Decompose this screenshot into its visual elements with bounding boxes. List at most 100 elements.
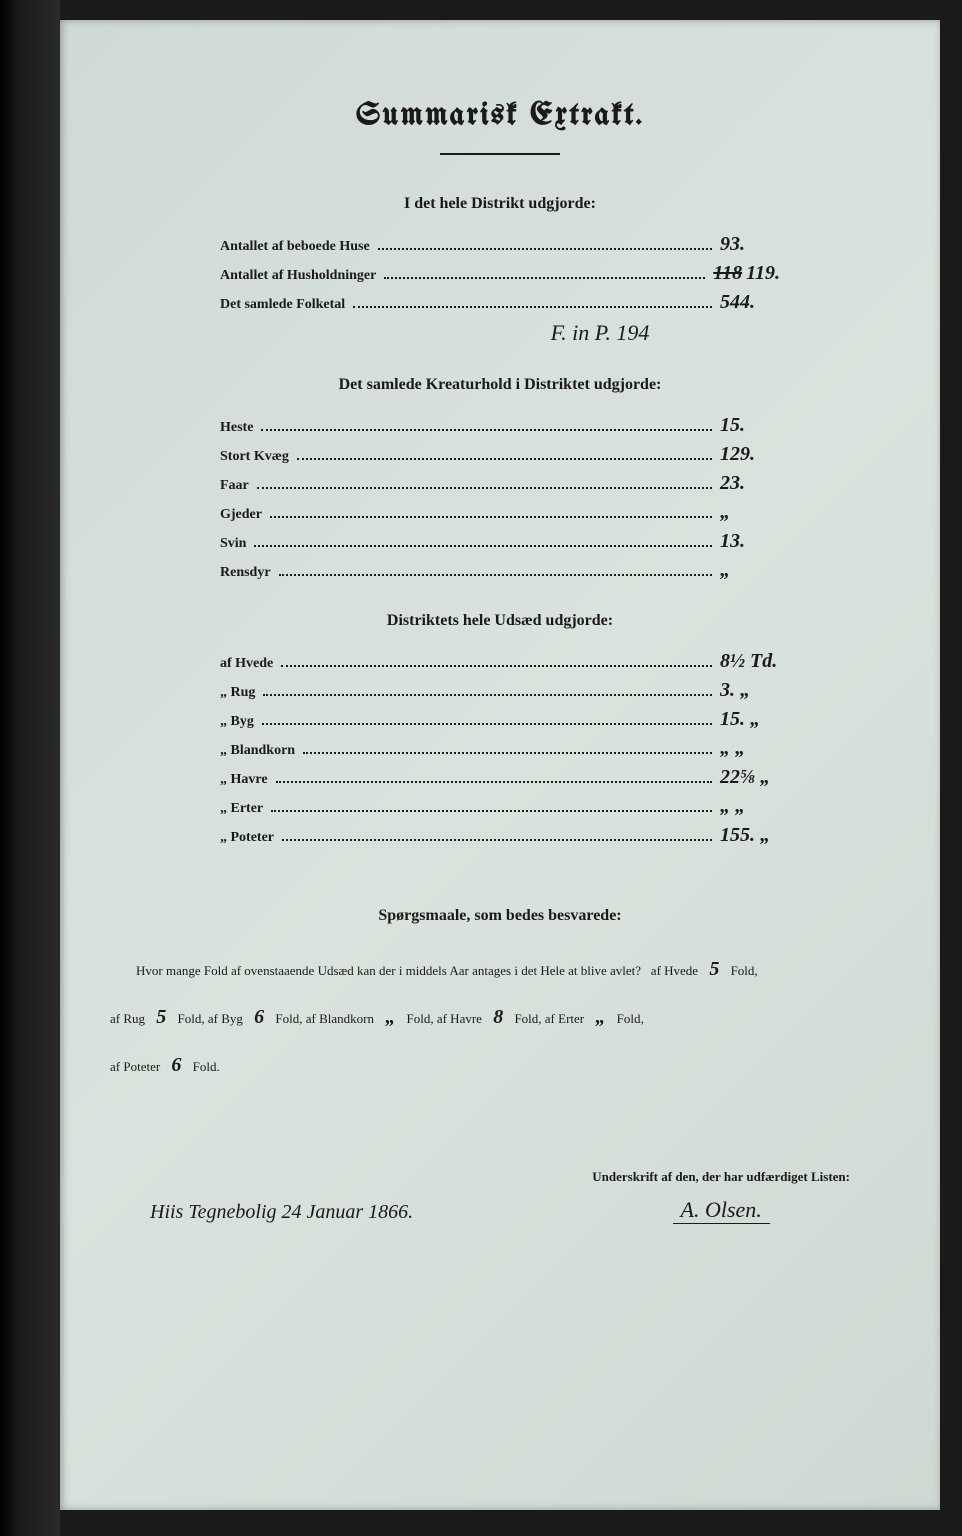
value-goats: „	[720, 501, 780, 524]
section3-rows: af Hvede 8½ Td. „ Rug 3. „ „ Byg 15. „ „…	[220, 650, 780, 847]
row-potatoes: „ Poteter 155. „	[220, 824, 780, 847]
questions-intro: Hvor mange Fold af ovenstaaende Udsæd ka…	[136, 963, 641, 978]
dots	[276, 781, 712, 783]
dots	[297, 458, 712, 460]
section1-header: I det hele Distrikt udgjorde:	[120, 195, 880, 213]
row-swine: Svin 13.	[220, 530, 780, 553]
blandkorn-label: Fold, af Blandkorn	[275, 1011, 374, 1026]
book-binding	[0, 0, 60, 1536]
value-peas: „ „	[720, 795, 780, 818]
havre-label: Fold, af Havre	[406, 1011, 481, 1026]
dots	[257, 487, 712, 489]
label-households: Antallet af Husholdninger	[220, 268, 376, 284]
label-houses: Antallet af beboede Huse	[220, 239, 370, 255]
label-swine: Svin	[220, 536, 246, 552]
value-houses: 93.	[720, 233, 780, 256]
value-sheep: 23.	[720, 472, 780, 495]
row-sheep: Faar 23.	[220, 472, 780, 495]
poteter-fold: 6	[163, 1054, 189, 1076]
section2-header: Det samlede Kreaturhold i Distriktet udg…	[120, 376, 880, 394]
dots	[279, 574, 712, 576]
byg-fold: 6	[246, 1006, 272, 1028]
value-households: 118119.	[713, 262, 780, 285]
rug-label: af Rug	[110, 1011, 145, 1026]
row-oats: „ Havre 22⅝ „	[220, 766, 780, 789]
row-houses: Antallet af beboede Huse 93.	[220, 233, 780, 256]
questions-body: Hvor mange Fold af ovenstaaende Udsæd ka…	[90, 945, 910, 1089]
dots	[254, 545, 712, 547]
dots	[261, 429, 712, 431]
label-oats: „ Havre	[220, 772, 268, 788]
hvede-fold: 5	[701, 958, 727, 980]
value-potatoes: 155. „	[720, 824, 780, 847]
date-place: Hiis Tegnebolig 24 Januar 1866.	[150, 1201, 413, 1224]
havre-fold: 8	[485, 1006, 511, 1028]
row-rye: „ Rug 3. „	[220, 679, 780, 702]
questions-section: Spørgsmaale, som bedes besvarede: Hvor m…	[90, 907, 910, 1089]
label-barley: „ Byg	[220, 714, 254, 730]
struck-value: 118	[713, 262, 742, 284]
erter-fold: „	[587, 1006, 613, 1028]
dots	[384, 277, 705, 279]
value-wheat: 8½ Td.	[720, 650, 780, 673]
value-cattle: 129.	[720, 443, 780, 466]
hvede-label: af Hvede	[651, 963, 698, 978]
row-peas: „ Erter „ „	[220, 795, 780, 818]
label-sheep: Faar	[220, 478, 249, 494]
row-barley: „ Byg 15. „	[220, 708, 780, 731]
value-mixed-grain: „ „	[720, 737, 780, 760]
label-peas: „ Erter	[220, 801, 263, 817]
row-mixed-grain: „ Blandkorn „ „	[220, 737, 780, 760]
rug-fold: 5	[148, 1006, 174, 1028]
corrected-value: 119.	[746, 262, 780, 284]
value-reindeer: „	[720, 559, 780, 582]
dots	[270, 516, 712, 518]
signature-name: A. Olsen.	[673, 1197, 770, 1224]
label-wheat: af Hvede	[220, 656, 273, 672]
fold-text: Fold,	[731, 963, 758, 978]
value-barley: 15. „	[720, 708, 780, 731]
section3-header: Distriktets hele Udsæd udgjorde:	[120, 612, 880, 630]
row-horses: Heste 15.	[220, 414, 780, 437]
value-rye: 3. „	[720, 679, 780, 702]
label-mixed-grain: „ Blandkorn	[220, 743, 295, 759]
dots	[263, 694, 712, 696]
dots	[378, 248, 712, 250]
signature-section: Hiis Tegnebolig 24 Januar 1866. Underskr…	[120, 1169, 880, 1224]
label-rye: „ Rug	[220, 685, 255, 701]
dots	[303, 752, 712, 754]
label-reindeer: Rensdyr	[220, 565, 271, 581]
dots	[271, 810, 712, 812]
value-population: 544.	[720, 291, 780, 314]
dots	[262, 723, 712, 725]
label-horses: Heste	[220, 420, 253, 436]
label-cattle: Stort Kvæg	[220, 449, 289, 465]
document-page: Summarisk Extrakt. I det hele Distrikt u…	[60, 20, 940, 1510]
signature-block: Underskrift af den, der har udfærdiget L…	[592, 1169, 850, 1224]
poteter-label: af Poteter	[110, 1059, 160, 1074]
row-wheat: af Hvede 8½ Td.	[220, 650, 780, 673]
blandkorn-fold: „	[377, 1006, 403, 1028]
value-oats: 22⅝ „	[720, 766, 780, 789]
fold-text: Fold,	[617, 1011, 644, 1026]
label-potatoes: „ Poteter	[220, 830, 274, 846]
dots	[281, 665, 712, 667]
fold-final: Fold.	[193, 1059, 220, 1074]
value-horses: 15.	[720, 414, 780, 437]
label-goats: Gjeder	[220, 507, 262, 523]
row-households: Antallet af Husholdninger 118119.	[220, 262, 780, 285]
signature-label: Underskrift af den, der har udfærdiget L…	[592, 1169, 850, 1185]
section2-rows: Heste 15. Stort Kvæg 129. Faar 23. Gjede…	[220, 414, 780, 582]
section1-rows: Antallet af beboede Huse 93. Antallet af…	[220, 233, 780, 314]
erter-label: Fold, af Erter	[514, 1011, 584, 1026]
byg-label: Fold, af Byg	[178, 1011, 243, 1026]
row-cattle: Stort Kvæg 129.	[220, 443, 780, 466]
row-reindeer: Rensdyr „	[220, 559, 780, 582]
dots	[282, 839, 712, 841]
annotation-fip: F. in P. 194	[320, 320, 880, 346]
dots	[353, 306, 712, 308]
row-goats: Gjeder „	[220, 501, 780, 524]
title-rule	[440, 153, 560, 155]
label-population: Det samlede Folketal	[220, 297, 345, 313]
row-population: Det samlede Folketal 544.	[220, 291, 780, 314]
